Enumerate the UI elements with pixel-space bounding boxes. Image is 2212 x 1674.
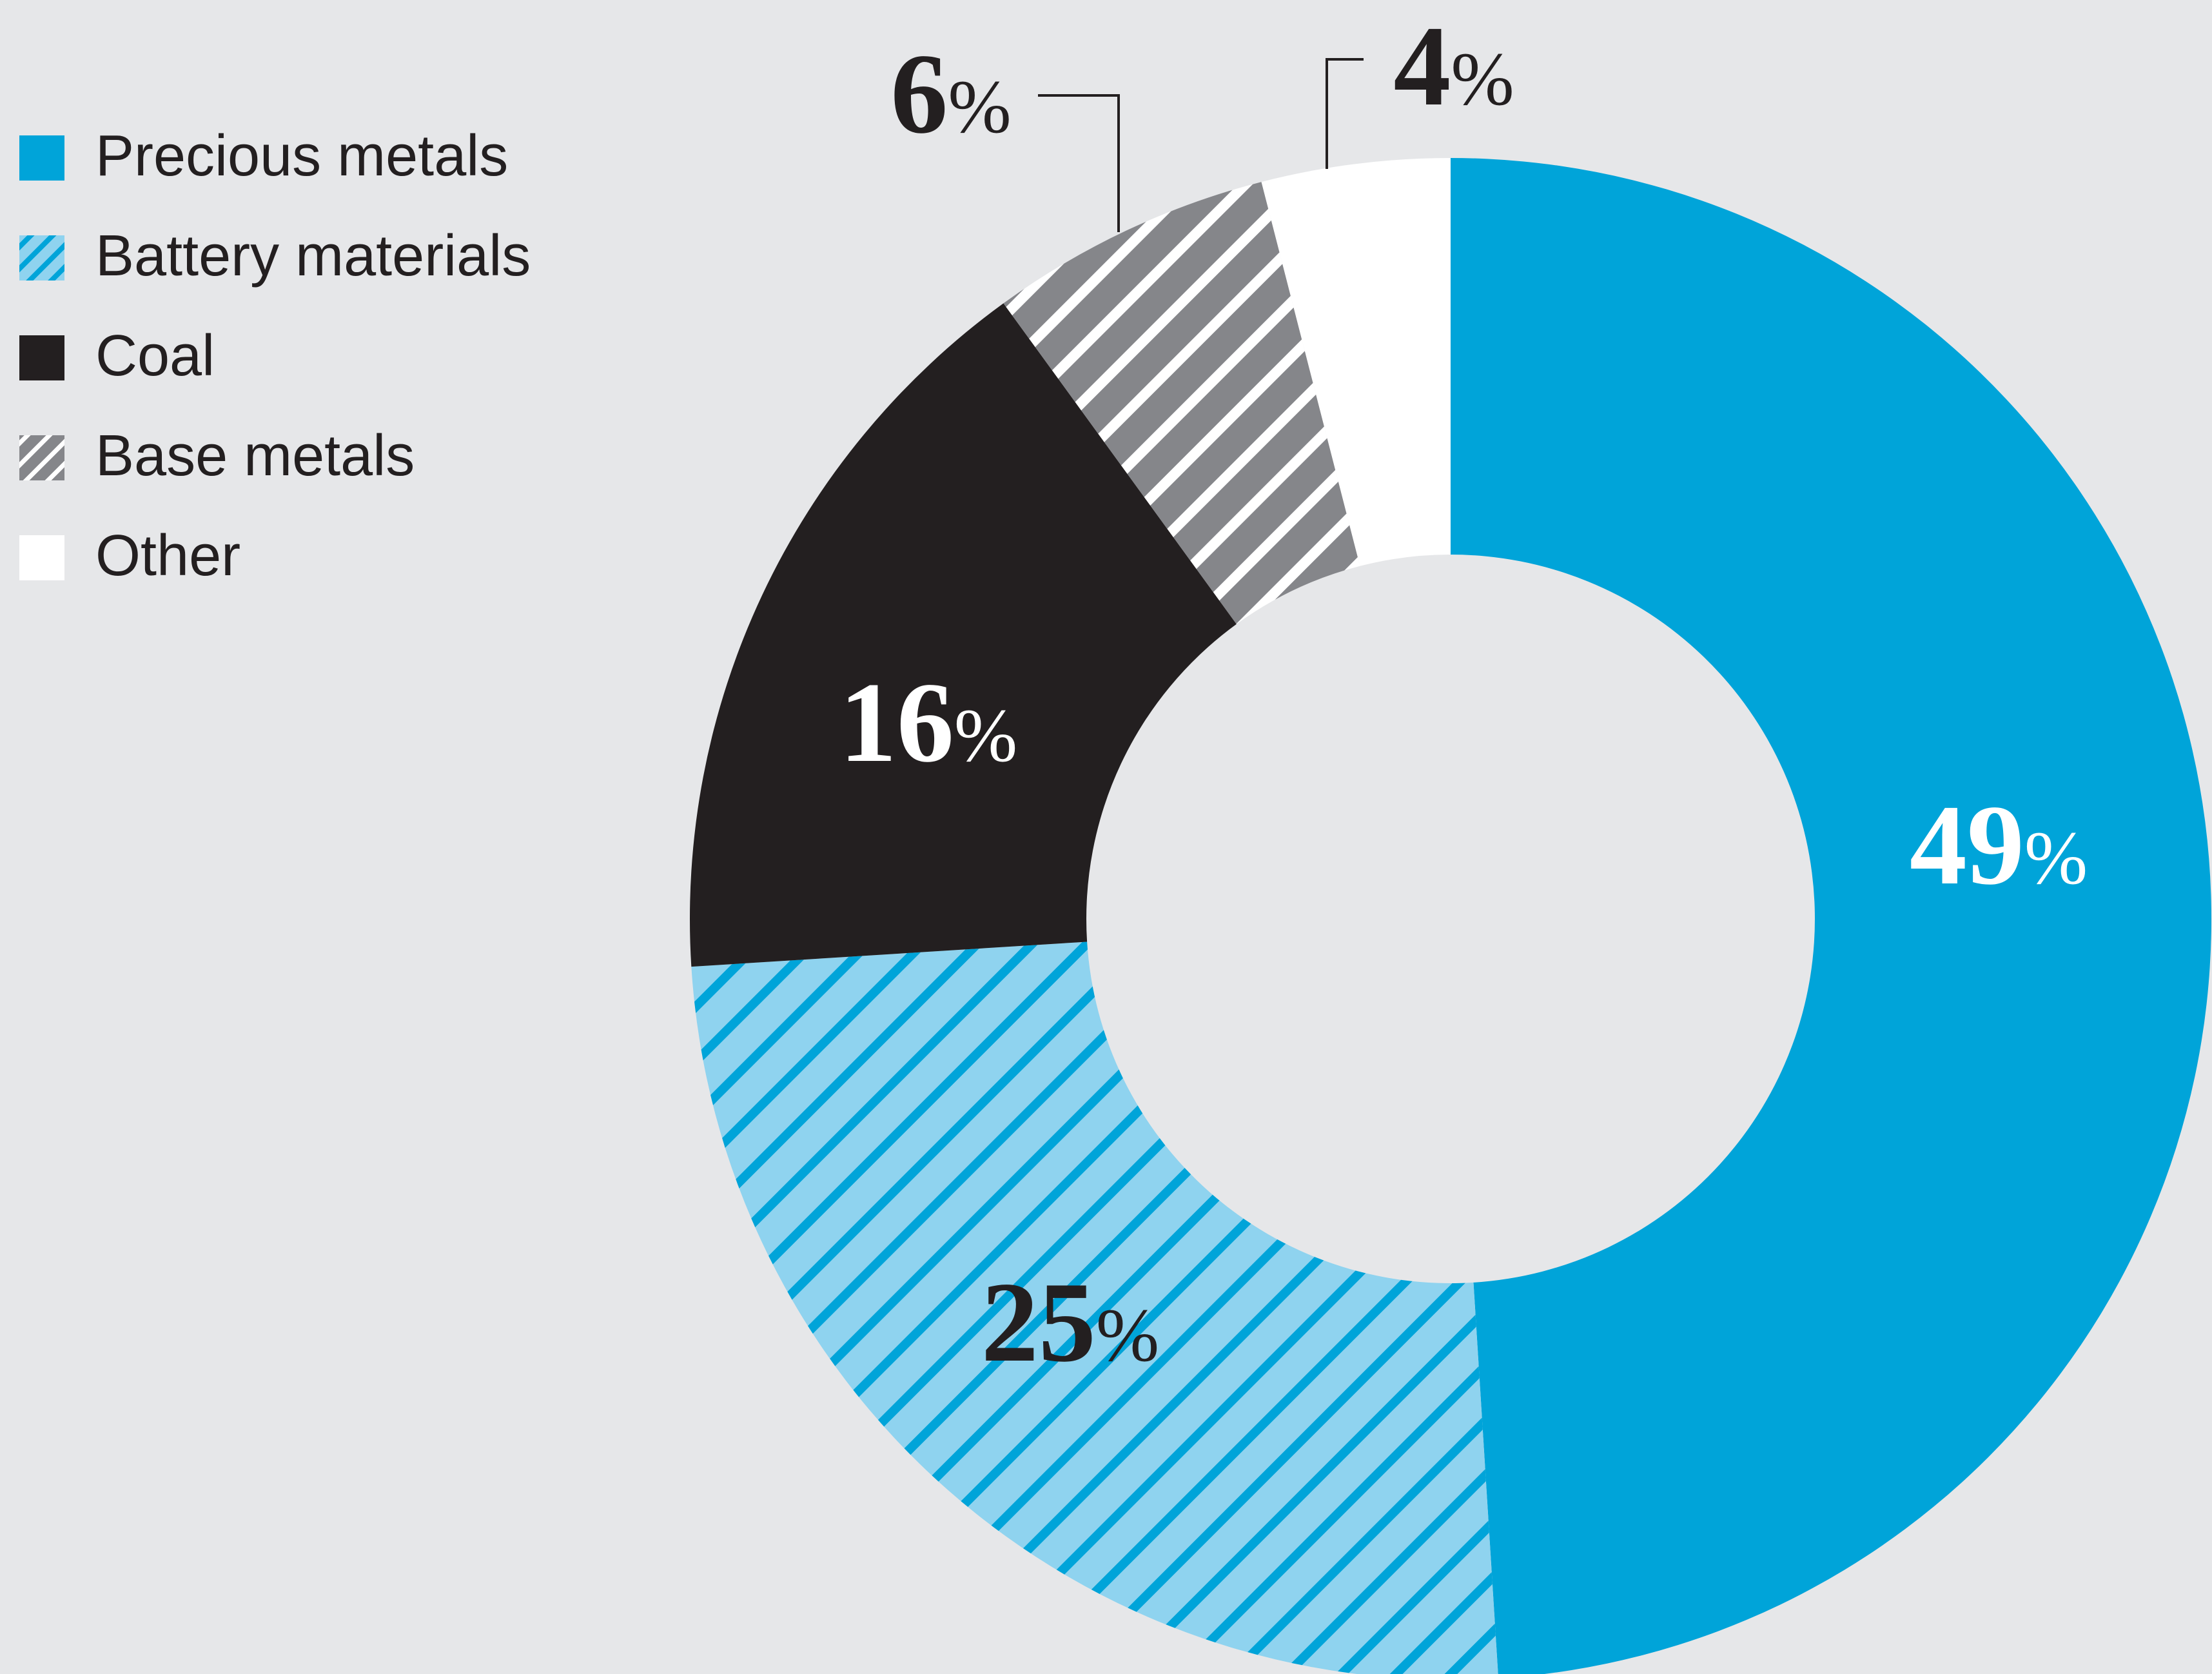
legend-label-other: Other — [95, 524, 240, 588]
legend-label-battery-materials: Battery materials — [95, 224, 531, 288]
legend-swatch-coal — [19, 335, 64, 380]
slice-label-coal: 16% — [839, 658, 1017, 786]
legend-label-coal: Coal — [95, 324, 215, 388]
legend-label-base-metals: Base metals — [95, 424, 415, 488]
donut-slices — [690, 158, 2211, 1674]
slice-base-metals — [1003, 182, 1360, 624]
leader-line-other — [1326, 58, 1364, 169]
slice-label-other: 4% — [1393, 2, 1514, 130]
slice-labels: 49% 25% 16% 6% 4% — [839, 2, 2088, 1386]
legend: Precious metals Battery materials Coal Base… — [19, 124, 531, 588]
slice-coal — [690, 303, 1237, 967]
legend-swatch-other — [19, 535, 64, 580]
slice-label-precious-metals: 49% — [1910, 781, 2088, 909]
slice-label-base-metals: 6% — [890, 30, 1011, 157]
leader-line-base-metals — [1038, 94, 1120, 232]
legend-swatch-precious-metals — [19, 135, 64, 181]
slice-other — [1261, 158, 1451, 566]
slice-label-battery-materials: 25% — [981, 1258, 1159, 1386]
legend-label-precious-metals: Precious metals — [95, 124, 508, 188]
slice-precious-metals — [1451, 158, 2211, 1674]
legend-swatch-battery-materials — [19, 235, 64, 281]
legend-swatch-base-metals — [19, 435, 64, 480]
leader-lines — [1038, 58, 1364, 232]
slice-battery-materials — [691, 941, 1498, 1674]
